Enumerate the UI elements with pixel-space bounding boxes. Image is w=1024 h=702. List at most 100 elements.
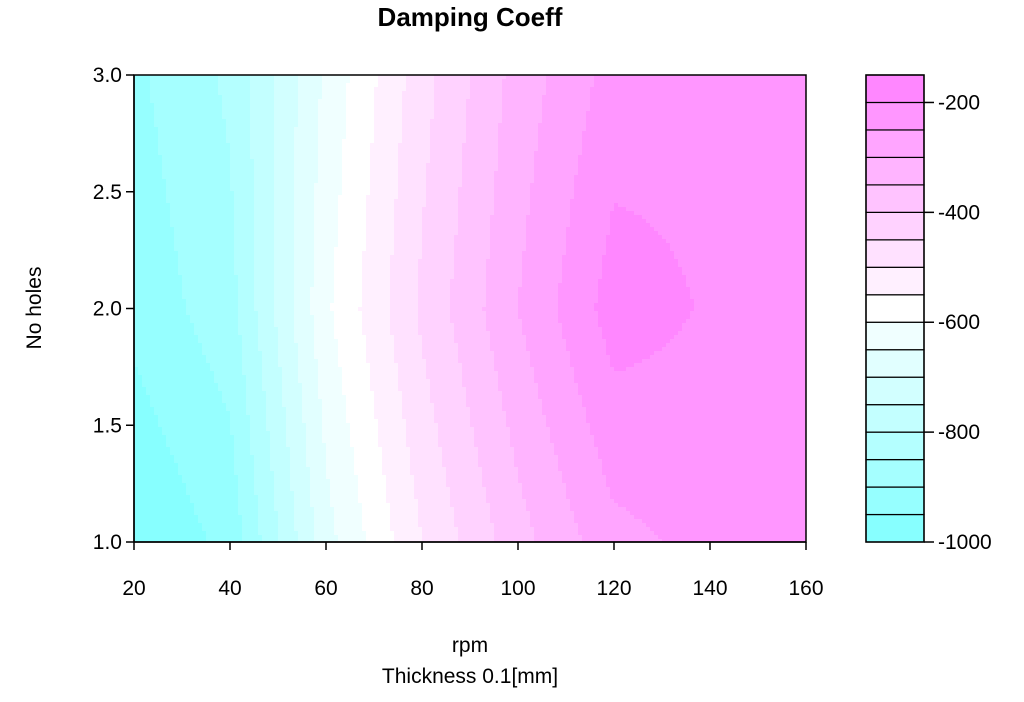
contour-cell <box>258 383 263 388</box>
contour-cell <box>266 155 271 160</box>
contour-cell <box>202 455 207 460</box>
contour-cell <box>298 535 303 540</box>
contour-cell <box>146 151 151 156</box>
contour-cell <box>134 531 139 536</box>
contour-cell <box>198 319 203 324</box>
contour-cell <box>270 259 275 264</box>
contour-cell <box>258 247 263 252</box>
contour-cell <box>178 355 183 360</box>
contour-cell <box>226 83 231 88</box>
contour-cell <box>286 167 291 172</box>
contour-cell <box>194 483 199 488</box>
contour-cell <box>294 119 299 124</box>
contour-cell <box>170 251 175 256</box>
contour-cell <box>286 79 291 84</box>
contour-cell <box>142 263 147 268</box>
contour-cell <box>194 375 199 380</box>
contour-cell <box>174 467 179 472</box>
contour-cell <box>166 247 171 252</box>
contour-cell <box>286 371 291 376</box>
contour-cell <box>278 307 283 312</box>
contour-cell <box>226 263 231 268</box>
contour-cell <box>242 187 247 192</box>
contour-cell <box>190 367 195 372</box>
contour-cell <box>170 379 175 384</box>
contour-cell <box>162 207 167 212</box>
contour-cell <box>186 131 191 136</box>
contour-cell <box>170 367 175 372</box>
contour-cell <box>186 367 191 372</box>
contour-cell <box>154 515 159 520</box>
contour-cell <box>182 359 187 364</box>
contour-cell <box>206 263 211 268</box>
contour-cell <box>158 479 163 484</box>
contour-cell <box>190 115 195 120</box>
contour-cell <box>206 487 211 492</box>
contour-cell <box>150 275 155 280</box>
contour-cell <box>286 187 291 192</box>
contour-cell <box>274 323 279 328</box>
contour-cell <box>194 455 199 460</box>
contour-cell <box>218 203 223 208</box>
contour-cell <box>150 391 155 396</box>
contour-cell <box>158 123 163 128</box>
contour-cell <box>282 495 287 500</box>
contour-cell <box>170 407 175 412</box>
contour-cell <box>202 399 207 404</box>
contour-cell <box>194 107 199 112</box>
contour-cell <box>294 247 299 252</box>
contour-cell <box>190 119 195 124</box>
contour-cell <box>246 219 251 224</box>
contour-cell <box>274 359 279 364</box>
contour-cell <box>246 415 251 420</box>
contour-cell <box>218 511 223 516</box>
contour-cell <box>186 395 191 400</box>
contour-cell <box>158 335 163 340</box>
contour-cell <box>182 211 187 216</box>
contour-cell <box>146 315 151 320</box>
contour-cell <box>298 99 303 104</box>
contour-cell <box>142 307 147 312</box>
contour-cell <box>198 471 203 476</box>
contour-cell <box>166 335 171 340</box>
contour-cell <box>302 219 307 224</box>
contour-cell <box>190 251 195 256</box>
contour-cell <box>222 91 227 96</box>
contour-cell <box>182 107 187 112</box>
contour-cell <box>290 83 295 88</box>
contour-cell <box>286 243 291 248</box>
contour-cell <box>218 199 223 204</box>
contour-cell <box>150 247 155 252</box>
contour-cell <box>266 463 271 468</box>
contour-cell <box>222 539 227 542</box>
contour-cell <box>262 75 267 80</box>
contour-cell <box>210 111 215 116</box>
contour-cell <box>154 479 159 484</box>
contour-cell <box>238 535 243 540</box>
contour-cell <box>174 435 179 440</box>
contour-cell <box>210 267 215 272</box>
contour-cell <box>138 163 143 168</box>
contour-cell <box>230 435 235 440</box>
contour-cell <box>194 183 199 188</box>
contour-cell <box>170 491 175 496</box>
contour-cell <box>206 247 211 252</box>
contour-cell <box>222 187 227 192</box>
contour-cell <box>174 319 179 324</box>
contour-cell <box>282 151 287 156</box>
contour-cell <box>282 439 287 444</box>
contour-cell <box>298 275 303 280</box>
contour-cell <box>198 503 203 508</box>
contour-cell <box>234 91 239 96</box>
contour-cell <box>258 471 263 476</box>
contour-cell <box>302 159 307 164</box>
contour-cell <box>150 311 155 316</box>
contour-cell <box>218 223 223 228</box>
contour-cell <box>146 507 151 512</box>
contour-cell <box>290 395 295 400</box>
contour-cell <box>226 211 231 216</box>
contour-cell <box>174 355 179 360</box>
contour-cell <box>286 191 291 196</box>
contour-cell <box>178 119 183 124</box>
contour-cell <box>298 231 303 236</box>
